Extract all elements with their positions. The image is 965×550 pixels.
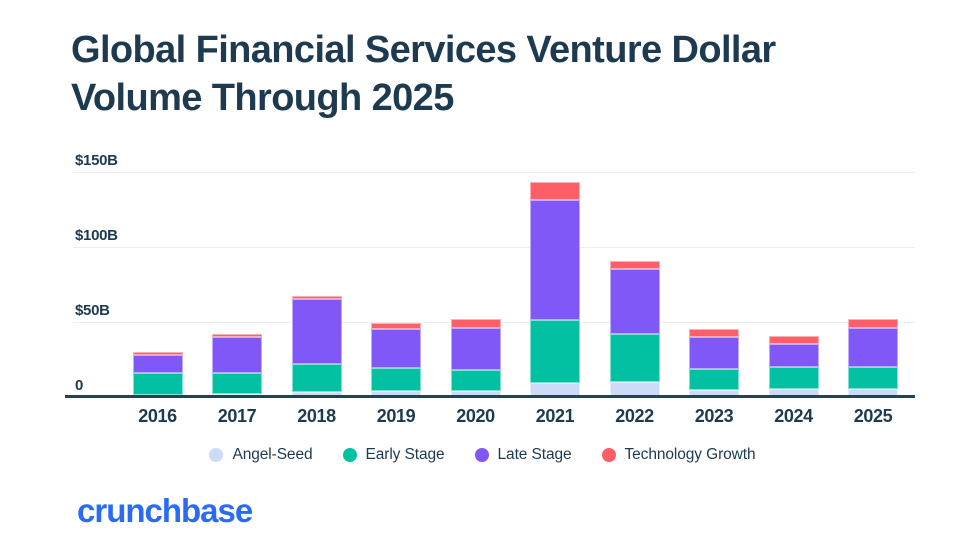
bar-segment-technology-growth (291, 296, 342, 299)
gridline-100 (73, 247, 915, 248)
bar-chart-plot-area: 0 $50B $100B $150B 2016 2017 2018 2019 2020 2021 2… (65, 150, 915, 426)
bar-segment-late-stage (609, 269, 660, 334)
bar-segment-late-stage (848, 327, 898, 368)
legend-label-technology-growth: Technology Growth (624, 446, 756, 463)
y-axis-tick-label-50: $50B (75, 302, 110, 319)
technology-growth-legend-dot-icon (601, 448, 616, 462)
bar-segment-technology-growth (132, 351, 183, 355)
legend-label-angel-seed: Angel-Seed (232, 446, 313, 463)
crunchbase-logo: crunchbase (77, 492, 253, 529)
x-axis-label-2020: 2020 (456, 406, 495, 426)
bar-segment-technology-growth (530, 182, 580, 200)
bar-segment-early-stage (371, 368, 421, 392)
x-axis-label-2016: 2016 (138, 406, 177, 426)
bar-segment-late-stage (689, 337, 739, 369)
bar-segment-technology-growth (848, 318, 898, 328)
x-axis-label-2023: 2023 (694, 406, 734, 426)
x-axis-label-2021: 2021 (535, 406, 575, 426)
bar-segment-early-stage (291, 363, 342, 392)
bar-segment-early-stage (132, 372, 183, 395)
chart-title: Global Financial Services Venture Dollar… (71, 26, 931, 122)
legend-item-angel-seed: Angel-Seed (209, 446, 313, 464)
bar-segment-late-stage (291, 299, 342, 364)
bar-segment-technology-growth (689, 329, 739, 338)
bar-segment-late-stage (212, 337, 262, 374)
bar-segment-early-stage (768, 367, 819, 389)
gridline-150 (73, 172, 915, 173)
bar-segment-late-stage (132, 354, 183, 373)
legend-label-late-stage: Late Stage (497, 446, 572, 463)
legend-item-late-stage: Late Stage (474, 446, 572, 464)
y-axis-tick-label-100: $100B (75, 227, 118, 244)
bar-segment-late-stage (768, 344, 819, 368)
bar-segment-early-stage (212, 373, 262, 395)
bar-segment-technology-growth (609, 260, 660, 269)
x-axis-label-2017: 2017 (217, 406, 257, 426)
x-axis-line (65, 395, 915, 398)
y-axis-tick-label-0: 0 (75, 377, 84, 394)
bar-segment-early-stage (450, 369, 501, 391)
x-axis-label-2018: 2018 (297, 406, 336, 426)
bar-segment-early-stage (609, 333, 660, 382)
late-stage-legend-dot-icon (474, 448, 489, 462)
bar-segment-late-stage (450, 327, 501, 370)
bar-segment-early-stage (689, 368, 739, 390)
x-axis-label-2025: 2025 (853, 406, 893, 426)
bar-segment-early-stage (530, 320, 580, 383)
bar-segment-technology-growth (212, 334, 262, 338)
bar-segment-late-stage (530, 200, 580, 320)
title-line-1: Global Financial Services Venture Dollar (71, 29, 776, 71)
legend-label-early-stage: Early Stage (365, 446, 445, 463)
y-axis-tick-label-150: $150B (75, 152, 118, 169)
x-axis-label-2024: 2024 (774, 406, 813, 426)
title-line-2: Volume Through 2025 (71, 77, 454, 119)
bar-segment-technology-growth (371, 323, 421, 329)
legend-item-early-stage: Early Stage (342, 446, 445, 464)
bar-segment-late-stage (371, 329, 421, 368)
legend-item-technology-growth: Technology Growth (601, 446, 756, 464)
angel-seed-legend-dot-icon (209, 448, 224, 462)
chart-legend: Angel-Seed Early Stage Late Stage Technolog… (0, 446, 965, 464)
x-axis-label-2022: 2022 (615, 406, 654, 426)
bar-segment-technology-growth (450, 319, 501, 328)
early-stage-legend-dot-icon (342, 448, 357, 462)
bar-segment-technology-growth (768, 335, 819, 344)
x-axis-label-2019: 2019 (376, 406, 416, 426)
bar-segment-early-stage (848, 367, 898, 389)
